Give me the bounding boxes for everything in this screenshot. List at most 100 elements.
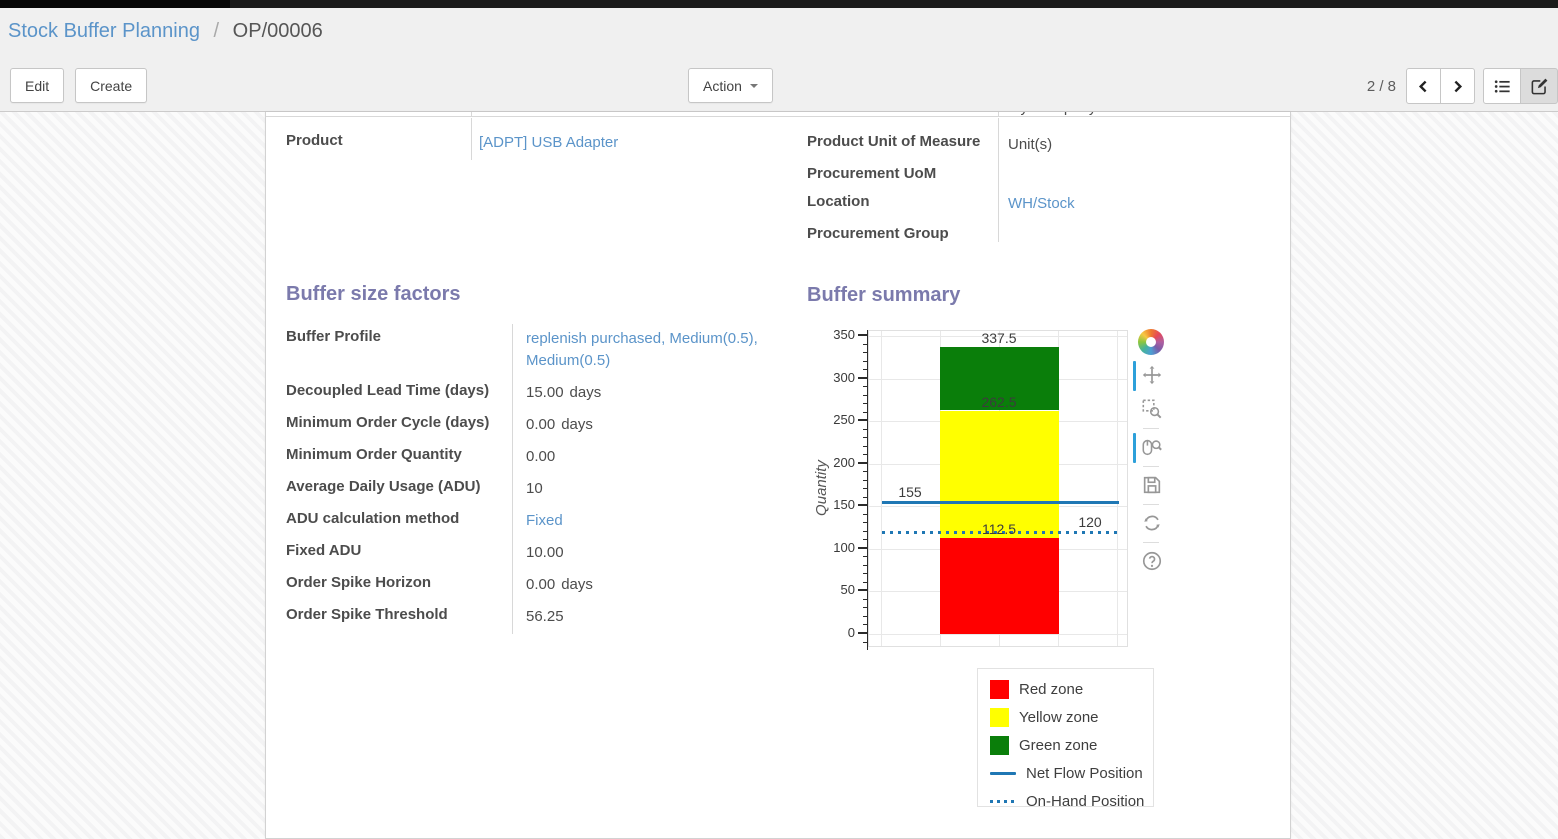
- factor-unit: days: [561, 416, 593, 433]
- y-axis-tick-label: 300: [833, 369, 855, 385]
- pager-value[interactable]: 2 / 8: [1366, 77, 1396, 95]
- legend-swatch-square: [990, 707, 1009, 727]
- toolbar-divider: [1143, 428, 1159, 429]
- y-axis-tick-label: 50: [840, 582, 855, 598]
- factor-value: 15.00: [526, 384, 564, 401]
- factor-label: ADU calculation method: [286, 506, 513, 538]
- table-row: Order Spike Threshold 56.25: [286, 602, 766, 634]
- table-row: Decoupled Lead Time (days) 15.00 days: [286, 378, 766, 410]
- y-axis-minor-tick: [863, 437, 868, 439]
- legend-label: Yellow zone: [1019, 708, 1099, 726]
- y-axis-major-tick: [858, 546, 868, 549]
- y-axis-major-tick: [858, 632, 868, 634]
- active-tool-indicator: [1133, 433, 1136, 463]
- pan-tool-icon[interactable]: [1140, 363, 1164, 387]
- save-tool-icon[interactable]: [1140, 473, 1164, 497]
- field-label-product-uom: Product Unit of Measure: [807, 133, 981, 150]
- factor-label: Decoupled Lead Time (days): [286, 378, 513, 410]
- create-button[interactable]: Create: [75, 68, 148, 103]
- field-label-location: Location: [807, 193, 870, 210]
- wheel-zoom-tool-icon[interactable]: [1140, 435, 1164, 459]
- table-row: Minimum Order Quantity 0.00: [286, 442, 766, 474]
- y-axis-minor-tick: [863, 641, 868, 643]
- zone-yellow-zone: [940, 410, 1059, 539]
- y-axis-tick-label: 350: [833, 327, 855, 342]
- form-edit-icon: [1531, 78, 1547, 94]
- factor-label: Order Spike Horizon: [286, 570, 513, 602]
- clipped-company-value: My Company: [1008, 112, 1096, 116]
- field-value-product-link[interactable]: [ADPT] USB Adapter: [479, 134, 619, 151]
- gridline-vertical: [1117, 331, 1118, 646]
- help-tool-icon[interactable]: [1140, 549, 1164, 573]
- gridline-horizontal: [869, 634, 1127, 635]
- factor-value: 56.25: [526, 608, 564, 625]
- legend-swatch-square: [990, 735, 1009, 755]
- field-value-location-link[interactable]: WH/Stock: [1008, 195, 1075, 212]
- legend-label: On-Hand Position: [1026, 792, 1145, 810]
- zone-red-zone: [940, 538, 1059, 634]
- action-dropdown-button[interactable]: Action: [688, 68, 773, 103]
- view-list-button[interactable]: [1483, 68, 1521, 104]
- form-sheet: My Company Product [ADPT] USB Adapter Pr…: [265, 112, 1291, 839]
- table-row: Average Daily Usage (ADU) 10: [286, 474, 766, 506]
- chart-legend: Red zone Yellow zone Green zone Net Flow Po…: [977, 668, 1154, 810]
- y-axis-minor-tick: [863, 598, 868, 600]
- factor-unit: days: [569, 384, 602, 401]
- pager-buttons: [1406, 68, 1475, 104]
- buffer-factors-table: Buffer Profile replenish purchased, Medi…: [286, 324, 766, 634]
- table-row: Fixed ADU 10.00: [286, 538, 766, 570]
- legend-item: On-Hand Position: [978, 787, 1153, 815]
- y-axis-minor-tick: [863, 403, 868, 405]
- form-background: My Company Product [ADPT] USB Adapter Pr…: [0, 112, 1558, 839]
- y-axis-major-tick: [858, 504, 868, 507]
- y-axis-minor-tick: [863, 522, 868, 524]
- line-value-label: 155: [898, 484, 922, 501]
- pager-previous-button[interactable]: [1406, 68, 1441, 104]
- field-label-product: Product: [286, 132, 343, 149]
- y-axis-minor-tick: [863, 471, 868, 473]
- control-panel: Stock Buffer Planning / OP/00006 Edit Cr…: [0, 8, 1558, 112]
- active-tool-indicator: [1133, 361, 1136, 391]
- y-axis-minor-tick: [863, 556, 868, 558]
- zone-boundary-label: 337.5: [981, 329, 1017, 346]
- y-axis-minor-tick: [863, 343, 868, 345]
- legend-label: Net Flow Position: [1026, 764, 1143, 782]
- y-axis-tick-label: 200: [833, 454, 855, 470]
- edit-button[interactable]: Edit: [10, 68, 65, 103]
- y-axis-minor-tick: [863, 581, 868, 583]
- y-axis-major-tick: [858, 419, 868, 422]
- page-title: OP/00006: [232, 20, 323, 42]
- factor-value: 10.00: [526, 544, 564, 561]
- reset-tool-icon[interactable]: [1140, 511, 1164, 535]
- zone-green-zone: [940, 346, 1059, 411]
- factor-label: Order Spike Threshold: [286, 602, 513, 634]
- y-axis-minor-tick: [863, 369, 868, 371]
- bokeh-logo-icon[interactable]: [1138, 329, 1164, 355]
- factor-value-buffer-profile-link[interactable]: replenish purchased, Medium(0.5), Medium…: [526, 330, 758, 369]
- y-axis-tick-label: 100: [833, 539, 855, 555]
- pager-and-views: 2 / 8: [1367, 68, 1558, 104]
- legend-item: Net Flow Position: [978, 759, 1153, 787]
- section-title-buffer-factors: Buffer size factors: [286, 283, 461, 305]
- factor-value-adu-method-link[interactable]: Fixed: [526, 512, 563, 529]
- chart-canvas: Quantity 112.5 262.5 337.5 155 120: [807, 325, 1169, 660]
- chevron-left-icon: [1418, 80, 1427, 92]
- breadcrumb-parent-link[interactable]: Stock Buffer Planning: [8, 20, 200, 42]
- clipped-row: My Company: [266, 112, 1290, 117]
- toolbar-divider: [1143, 466, 1159, 467]
- top-menu-bar: [0, 0, 1558, 8]
- table-row: ADU calculation method Fixed: [286, 506, 766, 538]
- view-form-button[interactable]: [1520, 68, 1558, 104]
- box-zoom-tool-icon[interactable]: [1140, 397, 1164, 421]
- legend-swatch-line: [990, 771, 1016, 775]
- factor-value: 10: [526, 480, 543, 497]
- legend-swatch-dots: [990, 799, 1016, 803]
- field-label-procurement-group: Procurement Group: [807, 225, 949, 242]
- line-value-label: 120: [1078, 513, 1102, 530]
- legend-item: Yellow zone: [978, 703, 1153, 731]
- y-axis-line: [867, 330, 868, 650]
- pager-next-button[interactable]: [1440, 68, 1475, 104]
- top-menu-bar-segment: [0, 0, 230, 8]
- y-axis-minor-tick: [863, 564, 868, 566]
- view-switcher: [1483, 68, 1558, 104]
